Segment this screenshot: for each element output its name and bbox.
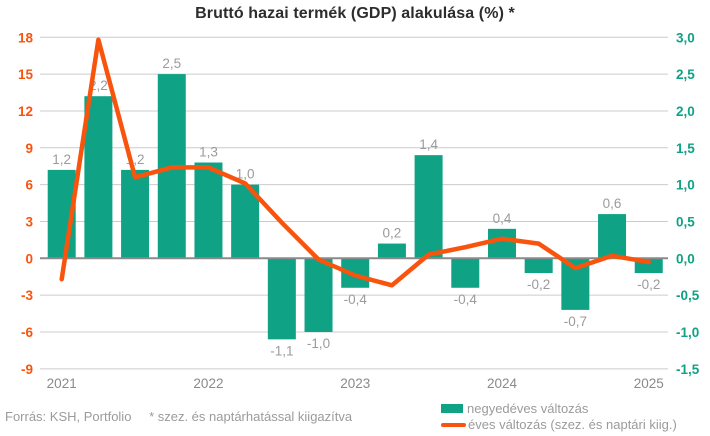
left-axis-tick: 18 [18, 30, 34, 45]
quarterly-bar [304, 258, 333, 332]
quarterly-bar [451, 258, 480, 288]
bar-value-label: 1,0 [236, 167, 255, 182]
x-axis-tick: 2025 [634, 376, 664, 391]
quarterly-bar [231, 184, 260, 259]
annual-line-swatch-icon [441, 422, 466, 427]
bar-value-label: -0,4 [454, 292, 478, 307]
bar-value-label: -0,4 [344, 292, 368, 307]
right-axis-tick: 2,0 [676, 104, 695, 119]
quarterly-bar [487, 228, 516, 259]
quarterly-bar [377, 243, 406, 259]
chart-title: Bruttó hazai termék (GDP) alakulása (%) … [195, 5, 515, 22]
right-axis-tick: 2,5 [676, 67, 695, 82]
right-axis-tick: 0,0 [676, 251, 695, 266]
quarterly-bar [267, 258, 296, 340]
quarterly-bar-swatch-icon [441, 404, 463, 413]
right-axis-tick: 1,0 [676, 178, 695, 193]
left-axis-tick: 9 [25, 141, 33, 156]
annual-change-line [59, 37, 651, 288]
left-axis-tick: -6 [21, 325, 33, 340]
bar-value-label: 0,4 [493, 211, 512, 226]
left-axis-tick: -9 [21, 362, 33, 377]
bar-value-label: 0,2 [383, 226, 402, 241]
left-axis-tick: 6 [25, 178, 33, 193]
quarterly-bar [84, 96, 113, 259]
x-axis-tick: 2022 [193, 376, 223, 391]
chart-legend: negyedéves változás éves változás (szez.… [441, 401, 677, 432]
legend-item-quarterly: negyedéves változás [441, 401, 677, 416]
legend-label-annual: éves változás (szez. és naptári kiig.) [468, 417, 677, 432]
bar-value-label: 0,6 [603, 196, 622, 211]
left-axis-tick: 15 [18, 67, 34, 82]
x-axis-tick: 2023 [340, 376, 370, 391]
bar-value-label: 2,5 [162, 56, 181, 71]
left-axis-tick: 3 [25, 214, 33, 229]
quarterly-bar [524, 258, 553, 274]
right-axis-tick: 3,0 [676, 30, 695, 45]
right-axis-tick: -1,5 [676, 362, 700, 377]
bar-value-label: 1,4 [419, 137, 438, 152]
bar-value-label: 1,3 [199, 145, 218, 160]
source-text: Forrás: KSH, Portfolio [5, 409, 132, 424]
legend-label-quarterly: negyedéves változás [467, 401, 589, 416]
chart-footer: Forrás: KSH, Portfolio * szez. és naptár… [5, 409, 352, 424]
footnote-text: * szez. és naptárhatással kiigazítva [149, 409, 353, 424]
quarterly-bar [194, 162, 223, 259]
bar-value-label: -1,1 [270, 343, 293, 358]
quarterly-bar [598, 214, 627, 259]
bar-value-label: -0,7 [564, 314, 587, 329]
x-axis-tick: 2021 [47, 376, 77, 391]
bar-value-label: -0,2 [527, 277, 550, 292]
bar-value-label: -0,2 [637, 277, 660, 292]
right-axis-tick: -1,0 [676, 325, 699, 340]
right-axis-tick: 0,5 [676, 214, 695, 229]
left-axis-tick: 0 [25, 251, 33, 266]
bar-value-label: -1,0 [307, 336, 330, 351]
right-axis-tick: -0,5 [676, 288, 700, 303]
left-axis-tick: 12 [18, 104, 33, 119]
gdp-combo-chart: 18 3,0 15 2,5 12 2,0 9 1,5 6 1,0 3 0,5 0 0,0 -3 -0,5 -6 -… [18, 30, 700, 391]
quarterly-bar [121, 169, 150, 259]
bar-value-label: 1,2 [52, 152, 71, 167]
quarterly-bar [414, 155, 443, 259]
right-axis-tick: 1,5 [676, 141, 695, 156]
x-axis-tick: 2024 [487, 376, 518, 391]
left-axis-tick: -3 [21, 288, 33, 303]
legend-item-annual: éves változás (szez. és naptári kiig.) [441, 417, 677, 432]
